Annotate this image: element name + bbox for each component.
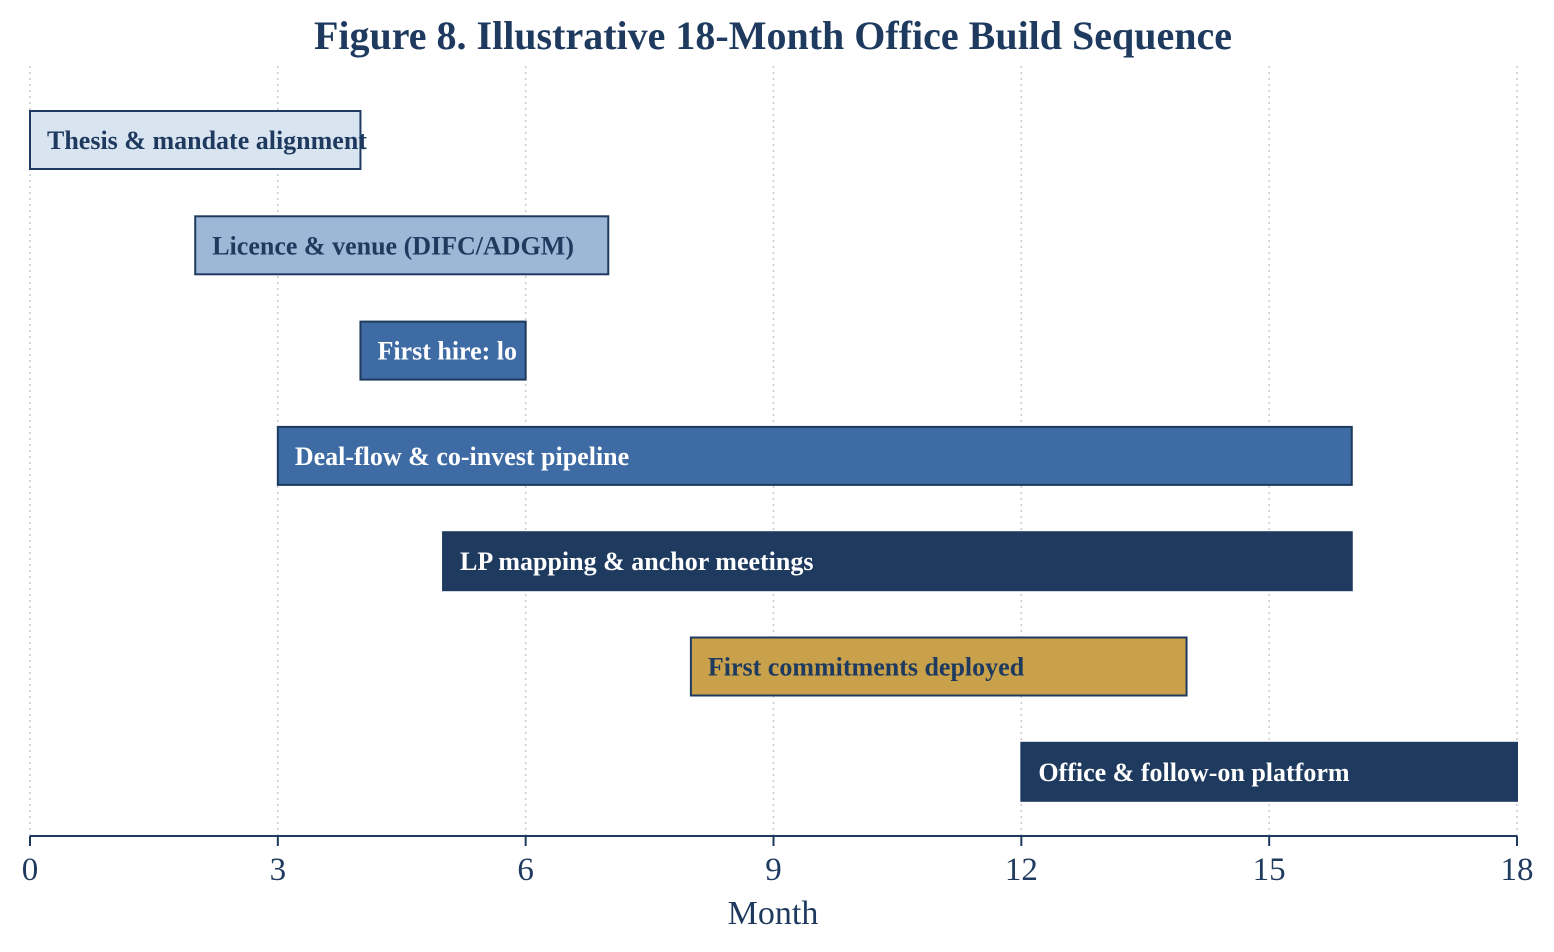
gantt-task: First commitments deployed (689, 636, 1188, 697)
chart-title: Figure 8. Illustrative 18-Month Office B… (314, 13, 1232, 58)
gantt-bar-label: Office & follow-on platform (1038, 758, 1350, 787)
gantt-bar-label: Licence & venue (DIFC/ADGM) (212, 231, 574, 260)
gantt-bar (442, 531, 1353, 592)
gantt-bar (276, 425, 1353, 486)
x-tick-label: 0 (22, 852, 39, 888)
gantt-bar-label: LP mapping & anchor meetings (460, 547, 813, 576)
bars-layer: Thesis & mandate alignment Licence & venu… (29, 110, 1518, 802)
gantt-bar-label: Deal-flow & co-invest pipeline (295, 442, 629, 471)
gantt-task: Deal-flow & co-invest pipeline (276, 425, 1353, 486)
gantt-bar-label: First commitments deployed (708, 653, 1025, 682)
gantt-bar (1020, 741, 1518, 802)
gantt-task: Office & follow-on platform (1020, 741, 1518, 802)
x-axis: 0 3 6 9 12 15 18 (22, 835, 1534, 888)
x-tick-label: 3 (270, 852, 287, 888)
gantt-bar (689, 636, 1188, 697)
gantt-task: LP mapping & anchor meetings (442, 531, 1353, 592)
gantt-bar (29, 110, 362, 170)
x-tick-label: 6 (517, 852, 534, 888)
gantt-bar-label: First hire: lo (377, 337, 517, 366)
x-tick-label: 18 (1501, 852, 1534, 888)
gantt-task: Thesis & mandate alignment (29, 110, 367, 170)
x-tick-label: 9 (765, 852, 782, 888)
gantt-task: First hire: lo (359, 320, 527, 381)
gantt-task: Licence & venue (DIFC/ADGM) (194, 215, 610, 276)
x-tick-label: 15 (1253, 852, 1286, 888)
gantt-bar (359, 320, 527, 381)
gantt-bar (194, 215, 610, 276)
x-axis-label: Month (728, 895, 819, 932)
gantt-bar-label: Thesis & mandate alignment (47, 126, 367, 155)
x-tick-label: 12 (1005, 852, 1038, 888)
